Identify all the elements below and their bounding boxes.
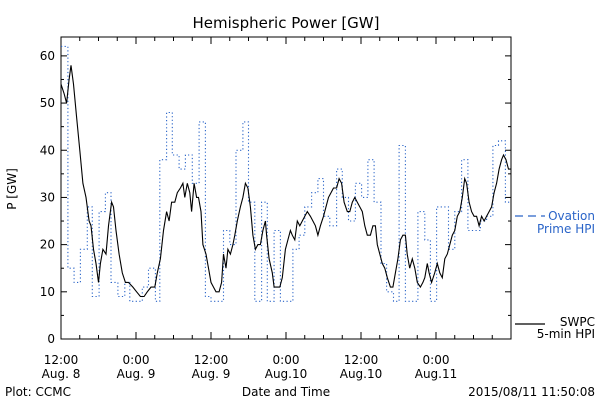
y-tick-label: 20 — [40, 238, 55, 252]
y-tick-label: 30 — [40, 190, 55, 204]
chart-title: Hemispheric Power [GW] — [193, 14, 380, 32]
x-tick-date-label: Aug. 8 — [42, 367, 81, 381]
y-tick-label: 10 — [40, 285, 55, 299]
plot-area — [60, 45, 511, 302]
y-tick-label: 60 — [40, 49, 55, 63]
x-tick-date-label: Aug.10 — [265, 367, 308, 381]
x-tick-time-label: 0:00 — [423, 353, 450, 367]
footer-timestamp: 2015/08/11 11:50:08 — [468, 385, 595, 399]
x-tick-time-label: 12:00 — [344, 353, 379, 367]
legend-ovation-label-2: Prime HPI — [537, 222, 595, 236]
x-tick-date-label: Aug.10 — [340, 367, 383, 381]
legend-swpc-label-1: SWPC — [560, 315, 595, 329]
y-tick-label: 0 — [47, 332, 55, 346]
x-tick-time-label: 12:00 — [194, 353, 229, 367]
x-tick-date-label: Aug. 9 — [117, 367, 156, 381]
x-tick-time-label: 0:00 — [123, 353, 150, 367]
x-tick-time-label: 0:00 — [273, 353, 300, 367]
x-tick-date-label: Aug. 9 — [192, 367, 231, 381]
y-axis-label: P [GW] — [5, 168, 19, 210]
y-axis-ticks: 0 10 20 30 40 50 60 — [40, 49, 511, 346]
legend: Ovation Prime HPI SWPC 5-min HPI — [515, 209, 595, 341]
footer-plot-credit: Plot: CCMC — [5, 385, 71, 399]
y-tick-label: 40 — [40, 143, 55, 157]
x-tick-date-label: Aug.11 — [415, 367, 458, 381]
y-tick-label: 50 — [40, 96, 55, 110]
series-ovation-prime-hpi — [61, 45, 511, 302]
x-axis-label: Date and Time — [242, 385, 330, 399]
plot-frame — [60, 36, 512, 340]
series-swpc-5min-hpi — [60, 65, 511, 298]
legend-ovation-label-1: Ovation — [548, 209, 595, 223]
legend-swpc-label-2: 5-min HPI — [537, 327, 595, 341]
x-tick-time-label: 12:00 — [44, 353, 79, 367]
